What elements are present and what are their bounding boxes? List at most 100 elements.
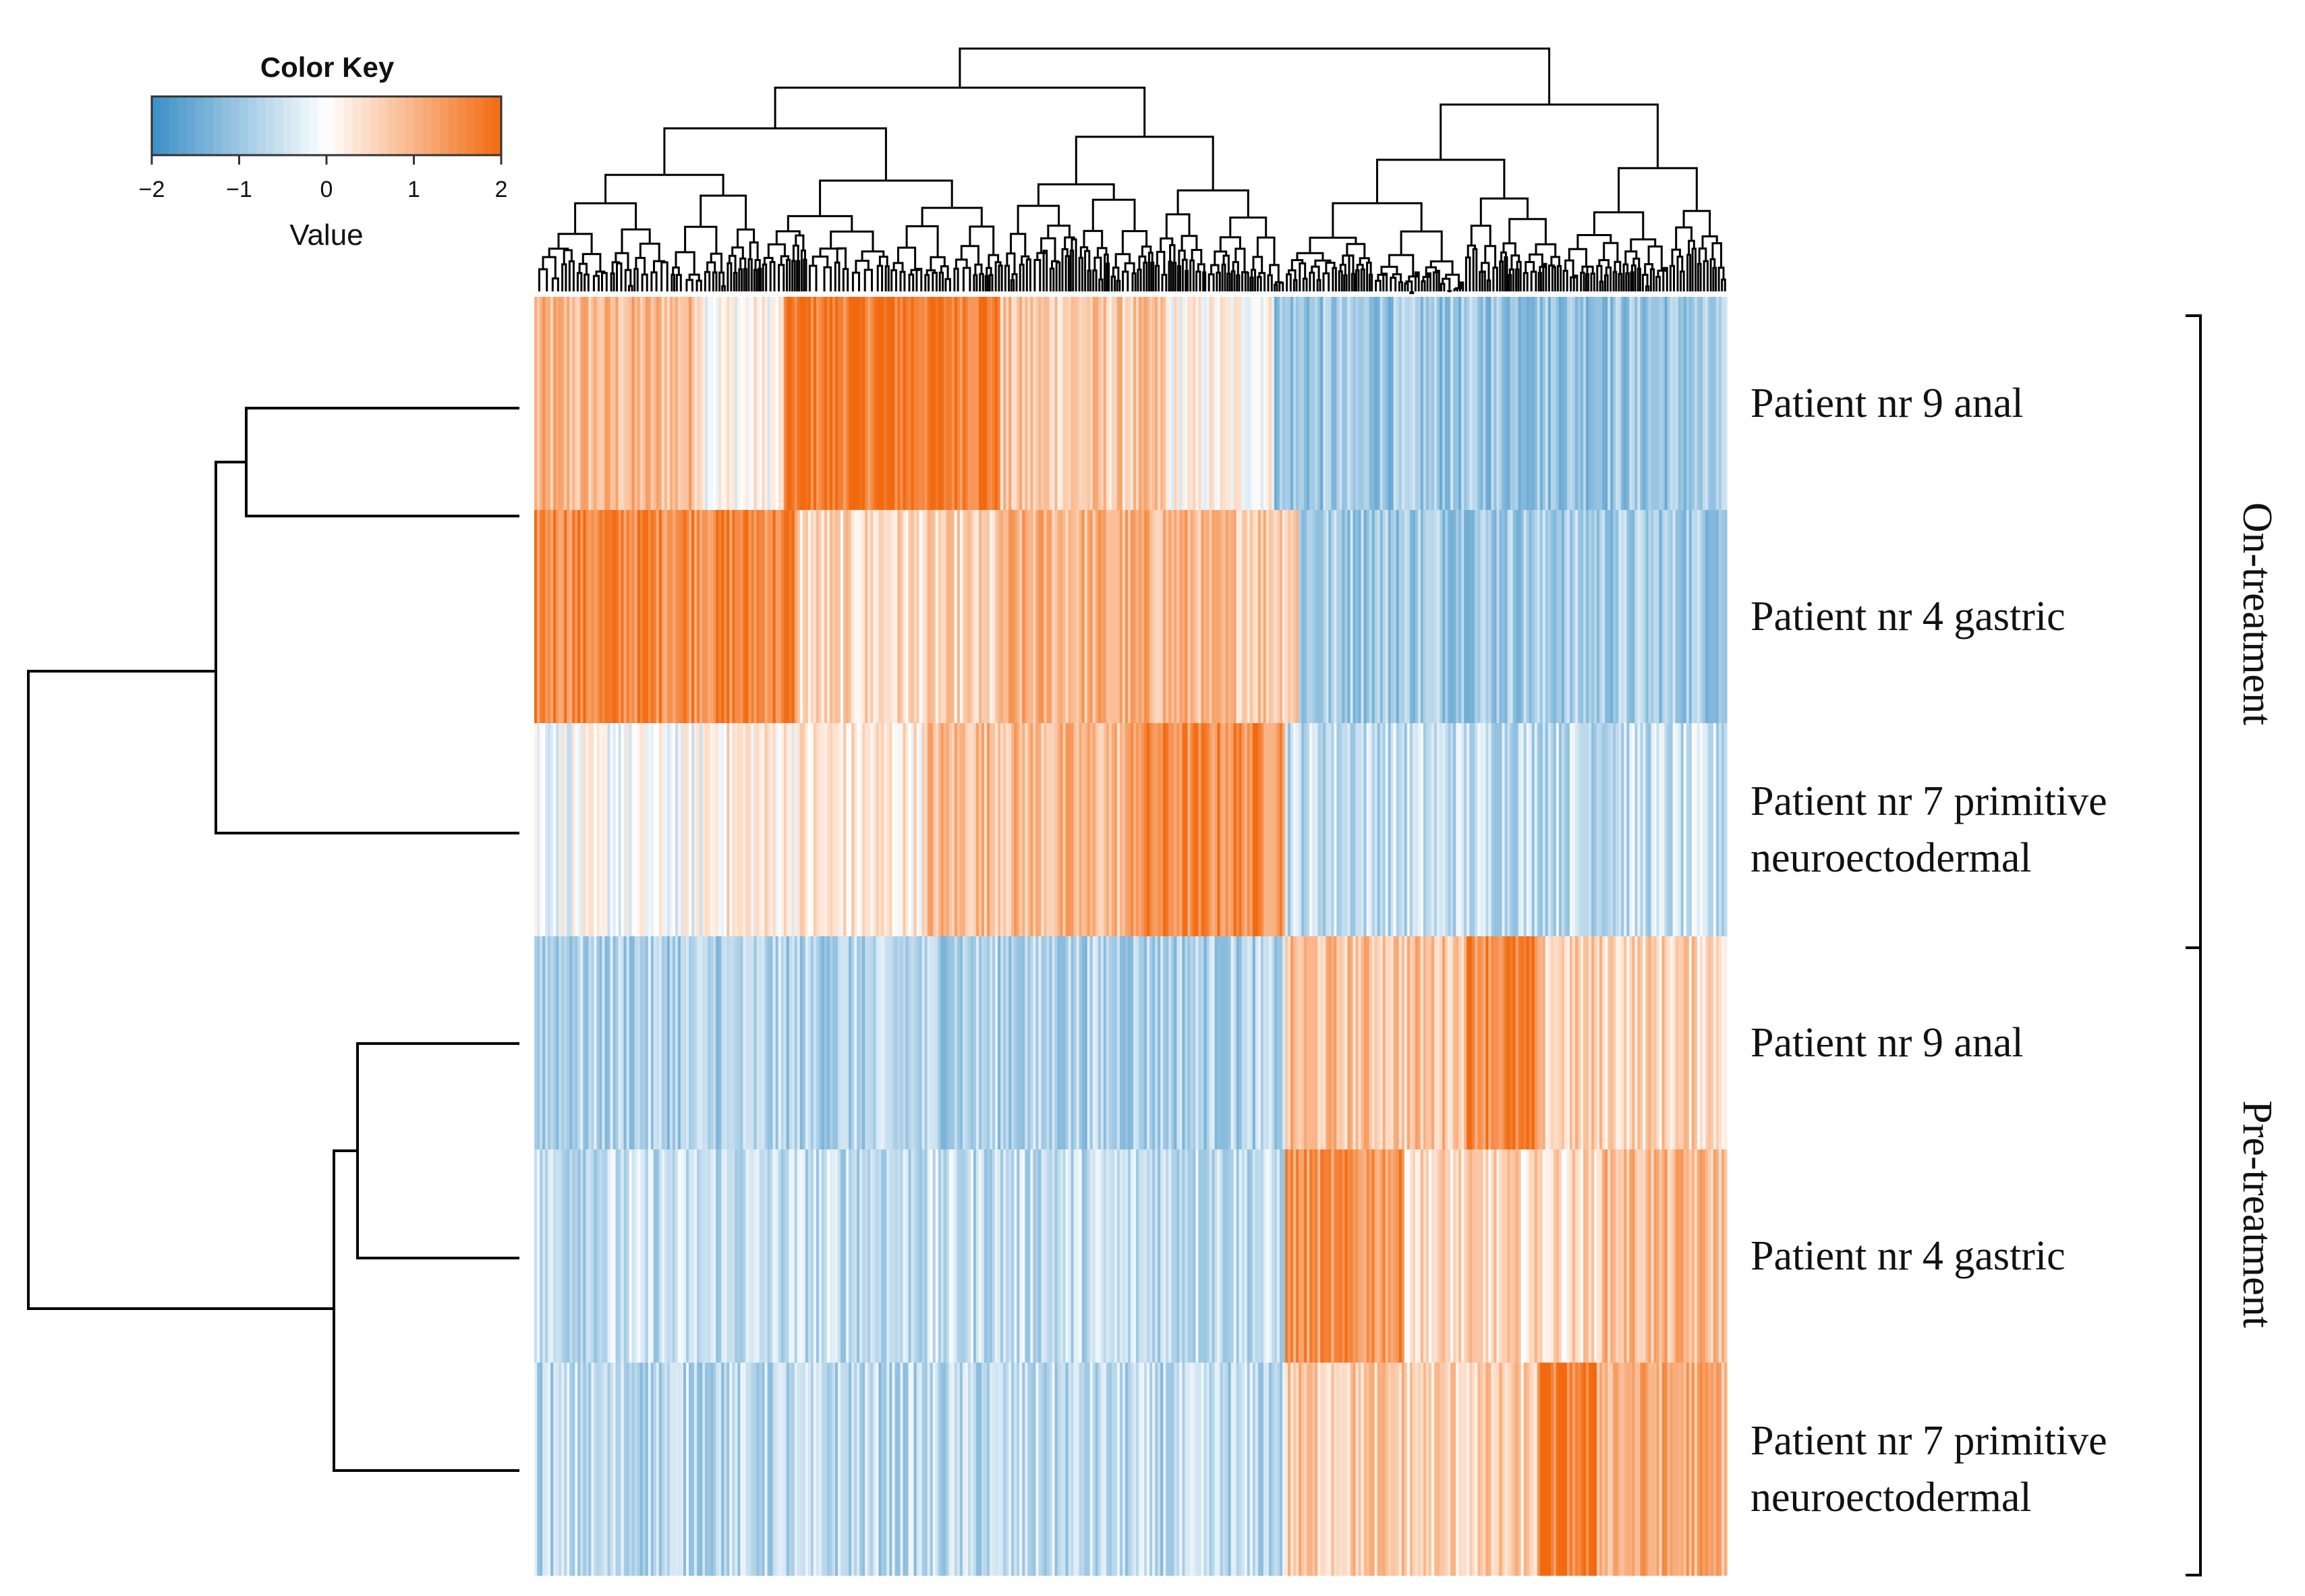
heatmap-cell (735, 936, 738, 1149)
column-dendrogram-branch (584, 273, 590, 291)
heatmap-cell (1225, 723, 1229, 936)
heatmap-cell (857, 723, 860, 936)
heatmap-cell (1398, 723, 1402, 936)
heatmap-cell (675, 1363, 679, 1576)
column-dendrogram-branch (1216, 271, 1221, 291)
heatmap-cell (1390, 1363, 1394, 1576)
heatmap-cell (1176, 1363, 1180, 1576)
heatmap-cell (1160, 936, 1164, 1149)
heatmap-cell (1355, 297, 1359, 510)
heatmap-cell (1583, 723, 1587, 936)
heatmap-cell (1672, 510, 1676, 723)
heatmap-cell (1127, 510, 1131, 723)
heatmap-cell (1458, 510, 1462, 723)
heatmap-cell (1163, 936, 1166, 1149)
heatmap-cell (1225, 936, 1229, 1149)
heatmap-cell (1591, 936, 1595, 1149)
heatmap-cell (1079, 297, 1083, 510)
heatmap-cell (1605, 1149, 1608, 1363)
heatmap-cell (1111, 510, 1115, 723)
heatmap-cell (1174, 936, 1177, 1149)
heatmap-cell (1268, 1149, 1272, 1363)
heatmap-cell (748, 1149, 752, 1363)
heatmap-cell (995, 1149, 998, 1363)
heatmap-cell (865, 723, 868, 936)
heatmap-cell (732, 1149, 735, 1363)
heatmap-cell (1166, 510, 1169, 723)
heatmap-cell (1572, 1149, 1576, 1363)
heatmap-cell (1412, 1363, 1416, 1576)
heatmap-cell (1659, 1149, 1663, 1363)
heatmap-cell (1299, 1149, 1302, 1363)
heatmap-cell (1480, 1149, 1483, 1363)
heatmap-cell (1336, 1149, 1340, 1363)
heatmap-cell (1350, 1363, 1354, 1576)
heatmap-cell (1434, 1149, 1438, 1363)
heatmap-cell (1339, 1363, 1343, 1576)
heatmap-cell (1520, 1149, 1525, 1363)
heatmap-cell (1450, 510, 1454, 723)
heatmap-cell (1003, 510, 1006, 723)
heatmap-cell (1116, 723, 1120, 936)
heatmap-cell (537, 936, 540, 1149)
heatmap-cell (727, 723, 730, 936)
heatmap-cell (559, 297, 562, 510)
heatmap-cell (1307, 1363, 1310, 1576)
heatmap-cell (1425, 1149, 1429, 1363)
heatmap-cell (1523, 723, 1527, 936)
heatmap-cell (1233, 297, 1237, 510)
heatmap-cell (629, 723, 633, 936)
heatmap-cell (1431, 1363, 1435, 1576)
heatmap-cell (1355, 1363, 1359, 1576)
heatmap-cell (859, 1149, 863, 1363)
heatmap-cell (1607, 1363, 1611, 1576)
heatmap-cell (946, 510, 950, 723)
heatmap-cell (767, 936, 771, 1149)
heatmap-cell (1049, 297, 1053, 510)
heatmap-cell (1076, 1149, 1080, 1363)
heatmap-cell (1008, 1149, 1012, 1363)
heatmap-cell (1155, 1363, 1158, 1576)
heatmap-cell (1453, 1363, 1456, 1576)
heatmap-cell (694, 1149, 698, 1363)
heatmap-cell (870, 936, 874, 1149)
row-dendro-branch-bottom-cluster (333, 1149, 519, 1472)
heatmap-cell (954, 297, 958, 510)
heatmap-cell (886, 1149, 890, 1363)
heatmap-cell (1586, 1363, 1589, 1576)
column-dendrogram-branch (1169, 244, 1176, 263)
heatmap-cell (938, 723, 942, 936)
heatmap-cell (1667, 936, 1671, 1149)
heatmap-cell (1707, 1149, 1711, 1363)
heatmap-cell (1448, 1363, 1451, 1576)
heatmap-cell (1493, 1363, 1498, 1576)
column-dendrogram-branch (542, 256, 557, 279)
heatmap-cell (1691, 936, 1695, 1149)
heatmap-cell (886, 1363, 890, 1576)
heatmap-cell (1225, 1363, 1229, 1576)
color-key-ticks: −2 −1 0 1 2 (139, 155, 507, 202)
heatmap-cell (680, 723, 684, 936)
heatmap-cell (1569, 510, 1573, 723)
heatmap-cell (575, 510, 578, 723)
heatmap-cell (1217, 936, 1221, 1149)
heatmap-cell (959, 1149, 963, 1363)
heatmap-cell (1409, 1363, 1413, 1576)
column-dendrogram-branch (1464, 256, 1471, 291)
heatmap-cell (878, 723, 882, 936)
heatmap-cell (1464, 510, 1467, 723)
column-dendrogram-branch (610, 272, 615, 291)
heatmap-cell (1214, 936, 1218, 1149)
heatmap-cell (1420, 510, 1424, 723)
heatmap-cell (1710, 1149, 1714, 1363)
heatmap-cell (650, 297, 654, 510)
heatmap-cell (753, 936, 758, 1149)
heatmap-cell (1643, 510, 1647, 723)
heatmap-cell (1396, 297, 1400, 510)
heatmap-cell (1624, 510, 1627, 723)
heatmap-cell (751, 510, 755, 723)
column-dendrogram-branch (1508, 274, 1512, 291)
heatmap-cell (1409, 510, 1413, 723)
heatmap-cell (729, 1363, 733, 1576)
heatmap-cell (1282, 297, 1286, 510)
